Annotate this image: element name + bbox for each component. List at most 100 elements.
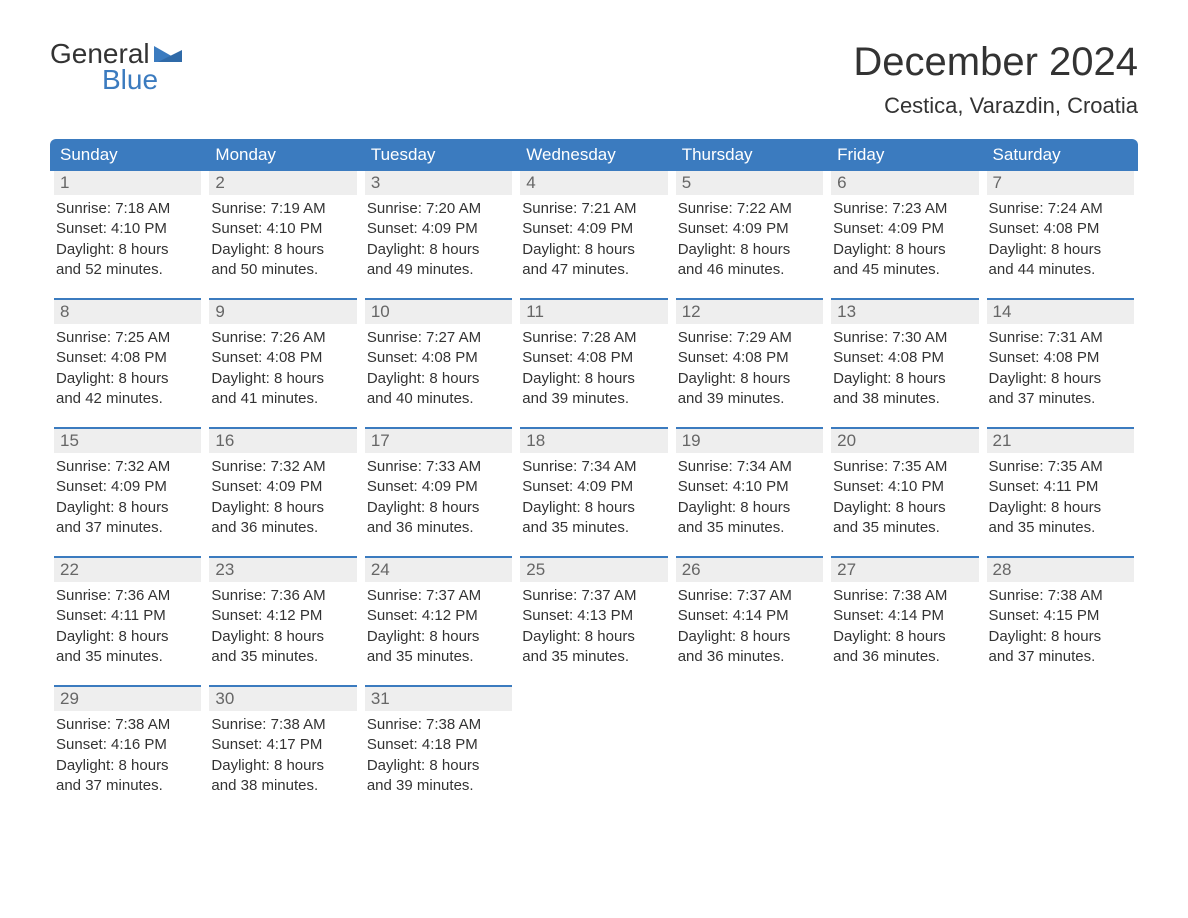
day-sunrise: Sunrise: 7:30 AM <box>833 328 976 348</box>
day-dl1: Daylight: 8 hours <box>56 756 199 776</box>
day-dl1: Daylight: 8 hours <box>367 498 510 518</box>
day-dl2: and 39 minutes. <box>678 389 821 409</box>
day-number: 22 <box>60 560 79 579</box>
day-sunset: Sunset: 4:11 PM <box>56 606 199 626</box>
day-dl1: Daylight: 8 hours <box>211 756 354 776</box>
day-sunset: Sunset: 4:10 PM <box>56 219 199 239</box>
location-text: Cestica, Varazdin, Croatia <box>853 93 1138 119</box>
week-row: 22Sunrise: 7:36 AMSunset: 4:11 PMDayligh… <box>50 556 1138 667</box>
day-sunrise: Sunrise: 7:21 AM <box>522 199 665 219</box>
day-content: Sunrise: 7:36 AMSunset: 4:11 PMDaylight:… <box>54 582 201 667</box>
day-cell: 10Sunrise: 7:27 AMSunset: 4:08 PMDayligh… <box>361 298 516 409</box>
day-content: Sunrise: 7:38 AMSunset: 4:15 PMDaylight:… <box>987 582 1134 667</box>
day-content: Sunrise: 7:32 AMSunset: 4:09 PMDaylight:… <box>54 453 201 538</box>
day-sunrise: Sunrise: 7:37 AM <box>367 586 510 606</box>
day-dl1: Daylight: 8 hours <box>989 240 1132 260</box>
day-dl1: Daylight: 8 hours <box>678 240 821 260</box>
day-dl1: Daylight: 8 hours <box>211 627 354 647</box>
day-number: 6 <box>837 173 846 192</box>
day-content: Sunrise: 7:33 AMSunset: 4:09 PMDaylight:… <box>365 453 512 538</box>
day-cell: 8Sunrise: 7:25 AMSunset: 4:08 PMDaylight… <box>50 298 205 409</box>
day-dl2: and 41 minutes. <box>211 389 354 409</box>
day-content: Sunrise: 7:35 AMSunset: 4:10 PMDaylight:… <box>831 453 978 538</box>
daynum-bar: 25 <box>520 556 667 582</box>
day-sunset: Sunset: 4:08 PM <box>989 348 1132 368</box>
day-sunset: Sunset: 4:10 PM <box>678 477 821 497</box>
daynum-bar: 18 <box>520 427 667 453</box>
day-sunset: Sunset: 4:11 PM <box>989 477 1132 497</box>
day-sunset: Sunset: 4:09 PM <box>211 477 354 497</box>
day-sunset: Sunset: 4:10 PM <box>833 477 976 497</box>
day-sunset: Sunset: 4:17 PM <box>211 735 354 755</box>
day-number: 16 <box>215 431 234 450</box>
day-cell: 1Sunrise: 7:18 AMSunset: 4:10 PMDaylight… <box>50 171 205 280</box>
day-number: 21 <box>993 431 1012 450</box>
day-dl2: and 50 minutes. <box>211 260 354 280</box>
daynum-bar: 20 <box>831 427 978 453</box>
daynum-bar: 10 <box>365 298 512 324</box>
day-dl1: Daylight: 8 hours <box>522 240 665 260</box>
day-sunrise: Sunrise: 7:25 AM <box>56 328 199 348</box>
weekday-header: Friday <box>827 139 982 171</box>
day-dl2: and 37 minutes. <box>56 776 199 796</box>
day-sunrise: Sunrise: 7:28 AM <box>522 328 665 348</box>
day-sunrise: Sunrise: 7:32 AM <box>211 457 354 477</box>
day-sunrise: Sunrise: 7:26 AM <box>211 328 354 348</box>
daynum-bar: 7 <box>987 171 1134 195</box>
daynum-bar: 23 <box>209 556 356 582</box>
day-dl1: Daylight: 8 hours <box>678 627 821 647</box>
day-cell: 17 Sunrise: 7:33 AMSunset: 4:09 PMDayligh… <box>361 427 516 538</box>
day-cell: 19Sunrise: 7:34 AMSunset: 4:10 PMDayligh… <box>672 427 827 538</box>
day-sunrise: Sunrise: 7:22 AM <box>678 199 821 219</box>
day-sunset: Sunset: 4:18 PM <box>367 735 510 755</box>
daynum-bar: 2 <box>209 171 356 195</box>
daynum-bar: 30 <box>209 685 356 711</box>
day-sunset: Sunset: 4:09 PM <box>56 477 199 497</box>
day-cell <box>672 685 827 796</box>
day-cell: 21 Sunrise: 7:35 AMSunset: 4:11 PMDayligh… <box>983 427 1138 538</box>
daynum-bar: 12 <box>676 298 823 324</box>
day-number: 4 <box>526 173 535 192</box>
logo-triangle-icon <box>154 42 182 67</box>
day-cell <box>983 685 1138 796</box>
day-dl1: Daylight: 8 hours <box>211 369 354 389</box>
day-dl2: and 36 minutes. <box>367 518 510 538</box>
day-number: 9 <box>215 302 224 321</box>
day-sunset: Sunset: 4:08 PM <box>989 219 1132 239</box>
daynum-bar: 14 <box>987 298 1134 324</box>
day-number: 31 <box>371 689 390 708</box>
daynum-bar: 4 <box>520 171 667 195</box>
day-number: 5 <box>682 173 691 192</box>
day-cell: 27 Sunrise: 7:38 AMSunset: 4:14 PMDayligh… <box>827 556 982 667</box>
day-sunrise: Sunrise: 7:37 AM <box>522 586 665 606</box>
day-content: Sunrise: 7:28 AMSunset: 4:08 PMDaylight:… <box>520 324 667 409</box>
day-content: Sunrise: 7:23 AMSunset: 4:09 PMDaylight:… <box>831 195 978 280</box>
day-number: 15 <box>60 431 79 450</box>
day-number: 13 <box>837 302 856 321</box>
day-content: Sunrise: 7:36 AMSunset: 4:12 PMDaylight:… <box>209 582 356 667</box>
day-dl2: and 47 minutes. <box>522 260 665 280</box>
day-dl1: Daylight: 8 hours <box>989 627 1132 647</box>
day-sunset: Sunset: 4:08 PM <box>211 348 354 368</box>
day-number: 17 <box>371 431 390 450</box>
day-dl2: and 44 minutes. <box>989 260 1132 280</box>
daynum-bar: 16 <box>209 427 356 453</box>
day-number: 27 <box>837 560 856 579</box>
day-content: Sunrise: 7:37 AMSunset: 4:13 PMDaylight:… <box>520 582 667 667</box>
day-cell: 18Sunrise: 7:34 AMSunset: 4:09 PMDayligh… <box>516 427 671 538</box>
day-dl1: Daylight: 8 hours <box>56 498 199 518</box>
day-sunset: Sunset: 4:09 PM <box>678 219 821 239</box>
day-sunrise: Sunrise: 7:36 AM <box>56 586 199 606</box>
day-cell <box>516 685 671 796</box>
day-dl1: Daylight: 8 hours <box>56 240 199 260</box>
daynum-bar: 27 <box>831 556 978 582</box>
day-sunrise: Sunrise: 7:31 AM <box>989 328 1132 348</box>
day-content: Sunrise: 7:35 AMSunset: 4:11 PMDaylight:… <box>987 453 1134 538</box>
day-sunset: Sunset: 4:09 PM <box>367 219 510 239</box>
day-sunrise: Sunrise: 7:36 AM <box>211 586 354 606</box>
day-sunset: Sunset: 4:15 PM <box>989 606 1132 626</box>
day-sunrise: Sunrise: 7:32 AM <box>56 457 199 477</box>
daynum-bar: 17 <box>365 427 512 453</box>
day-content: Sunrise: 7:38 AMSunset: 4:14 PMDaylight:… <box>831 582 978 667</box>
day-number: 23 <box>215 560 234 579</box>
